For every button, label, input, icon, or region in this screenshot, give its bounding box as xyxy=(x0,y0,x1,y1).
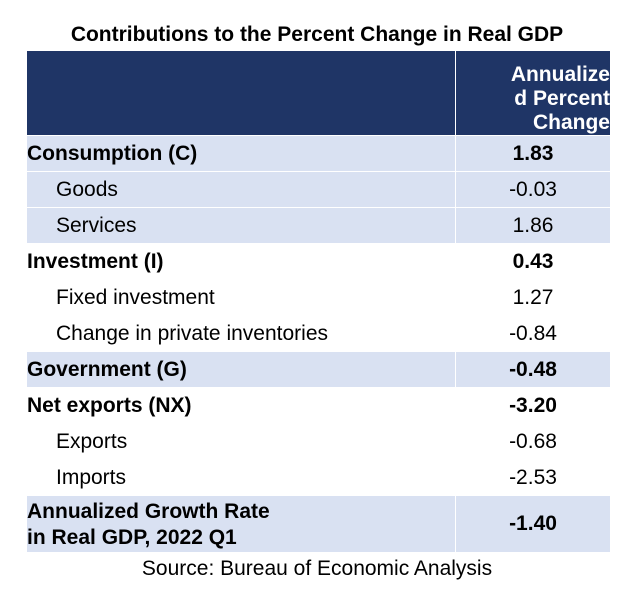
table-row-fixed-investment: Fixed investment 1.27 xyxy=(26,279,611,316)
table-header-row: Annualize d Percent Change xyxy=(26,50,611,136)
row-label: Imports xyxy=(26,459,456,496)
row-value: 1.27 xyxy=(455,279,611,316)
table-row-government: Government (G) -0.48 xyxy=(26,351,611,388)
row-value: 1.86 xyxy=(455,207,611,244)
row-label: Consumption (C) xyxy=(26,135,456,172)
row-value: -0.03 xyxy=(455,171,611,208)
row-label: Government (G) xyxy=(26,351,456,388)
table-title: Contributions to the Percent Change in R… xyxy=(70,23,564,46)
total-label-line: in Real GDP, 2022 Q1 xyxy=(27,526,237,549)
total-label: Annualized Growth Rate in Real GDP, 2022 … xyxy=(26,495,456,553)
gdp-contributions-table: Annualize d Percent Change Consumption (C)… xyxy=(26,50,611,553)
row-value: -0.84 xyxy=(455,315,611,352)
header-line: Annualize xyxy=(510,63,610,86)
total-value: -1.40 xyxy=(455,495,611,553)
row-value: -0.68 xyxy=(455,423,611,460)
table-row-net-exports: Net exports (NX) -3.20 xyxy=(26,387,611,424)
row-label: Goods xyxy=(26,171,456,208)
row-label: Services xyxy=(26,207,456,244)
table-row-services: Services 1.86 xyxy=(26,207,611,244)
table-row-investment: Investment (I) 0.43 xyxy=(26,243,611,280)
row-label: Net exports (NX) xyxy=(26,387,456,424)
table-row-imports: Imports -2.53 xyxy=(26,459,611,496)
total-label-line: Annualized Growth Rate xyxy=(27,500,270,523)
table-row-inventories: Change in private inventories -0.84 xyxy=(26,315,611,352)
row-label: Change in private inventories xyxy=(26,315,456,352)
row-value: -2.53 xyxy=(455,459,611,496)
row-value: -3.20 xyxy=(455,387,611,424)
table-row-total: Annualized Growth Rate in Real GDP, 2022 … xyxy=(26,495,611,553)
row-value: 1.83 xyxy=(455,135,611,172)
source-note: Source: Bureau of Economic Analysis xyxy=(141,557,493,580)
row-label: Exports xyxy=(26,423,456,460)
table-row-goods: Goods -0.03 xyxy=(26,171,611,208)
header-label-cell xyxy=(26,50,456,136)
header-line: d Percent xyxy=(514,87,610,110)
row-label: Investment (I) xyxy=(26,243,456,280)
table-row-exports: Exports -0.68 xyxy=(26,423,611,460)
table-row-consumption: Consumption (C) 1.83 xyxy=(26,135,611,172)
header-value-cell: Annualize d Percent Change xyxy=(455,50,611,136)
row-value: -0.48 xyxy=(455,351,611,388)
row-label: Fixed investment xyxy=(26,279,456,316)
row-value: 0.43 xyxy=(455,243,611,280)
header-line: Change xyxy=(532,111,610,134)
